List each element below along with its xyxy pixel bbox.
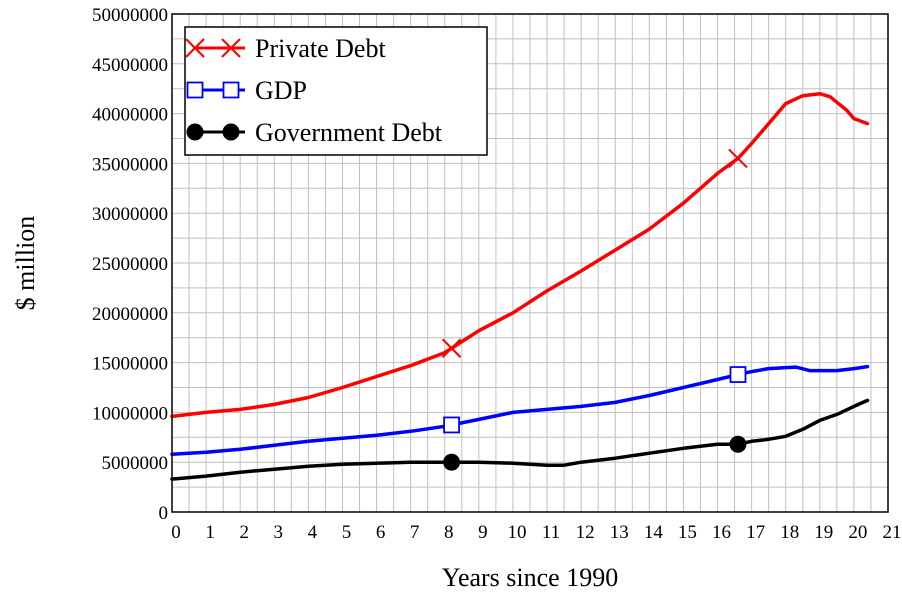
x-axis-title: Years since 1990 [442, 563, 618, 592]
y-tick-label: 35000000 [92, 154, 168, 175]
series-marker-private-debt [728, 148, 748, 169]
y-tick-label: 30000000 [92, 204, 168, 225]
legend-marker-government-debt [222, 123, 240, 141]
x-tick-label: 16 [712, 522, 731, 543]
x-tick-label: 1 [205, 522, 215, 543]
legend-label-government-debt: Government Debt [255, 118, 443, 147]
plot-frame [171, 13, 889, 513]
series-marker-gdp [443, 416, 460, 434]
y-tick-label: 5000000 [102, 453, 169, 474]
x-tick-label: 0 [171, 522, 181, 543]
series-line-gdp [170, 364, 870, 456]
x-tick-label: 19 [814, 522, 833, 543]
x-tick-label: 14 [644, 522, 664, 543]
x-tick-label: 8 [444, 522, 454, 543]
x-tick-label: 9 [478, 522, 488, 543]
y-tick-label: 10000000 [92, 403, 168, 424]
series-group [170, 91, 870, 481]
legend-marker-gdp [222, 81, 240, 99]
x-tick-label: 12 [576, 522, 595, 543]
x-tick-label: 17 [746, 522, 765, 543]
legend-marker-government-debt [186, 123, 204, 141]
legend-item-government-debt: Government Debt [186, 118, 443, 147]
x-tick-label: 21 [883, 522, 902, 543]
y-tick-label: 45000000 [92, 55, 168, 76]
x-tick-label: 20 [848, 522, 867, 543]
y-axis-ticks: 0 5000000 10000000 15000000 20000000 25000000… [92, 5, 168, 524]
x-tick-label: 6 [376, 522, 386, 543]
series-marker-government-debt [729, 435, 747, 453]
y-tick-label: 40000000 [92, 105, 168, 126]
y-tick-label: 50000000 [92, 5, 168, 26]
series-marker-government-debt [443, 453, 461, 471]
x-tick-label: 5 [342, 522, 352, 543]
series-marker-private-debt [441, 338, 462, 358]
legend-item-private-debt: Private Debt [185, 34, 386, 63]
x-tick-label: 13 [610, 522, 629, 543]
x-tick-label: 7 [410, 522, 420, 543]
series-marker-gdp [729, 366, 747, 383]
x-tick-label: 3 [274, 522, 284, 543]
x-tick-label: 18 [780, 522, 799, 543]
y-tick-label: 25000000 [92, 254, 168, 275]
x-tick-label: 11 [542, 522, 560, 543]
x-tick-label: 2 [239, 522, 249, 543]
y-tick-label: 20000000 [92, 304, 168, 325]
legend-marker-private-debt [221, 38, 241, 58]
series-line-government-debt [170, 398, 870, 481]
legend: Private Debt GDP Government Debt [184, 26, 488, 156]
x-axis-ticks: 0 1 2 3 4 5 6 7 8 9 10 11 12 13 14 15 16 17 18 19 20 21 [171, 522, 901, 543]
legend-marker-private-debt [185, 38, 205, 58]
legend-marker-gdp [186, 81, 204, 99]
legend-item-gdp: GDP [186, 76, 307, 105]
legend-label-private-debt: Private Debt [255, 34, 386, 63]
y-tick-label: 0 [159, 503, 169, 524]
y-axis-title: $ million [11, 216, 40, 311]
legend-label-gdp: GDP [255, 76, 307, 105]
x-tick-label: 15 [678, 522, 697, 543]
series-line-private-debt [170, 91, 870, 419]
x-tick-label: 10 [507, 522, 526, 543]
y-tick-label: 15000000 [92, 354, 168, 375]
x-tick-label: 4 [308, 522, 318, 543]
